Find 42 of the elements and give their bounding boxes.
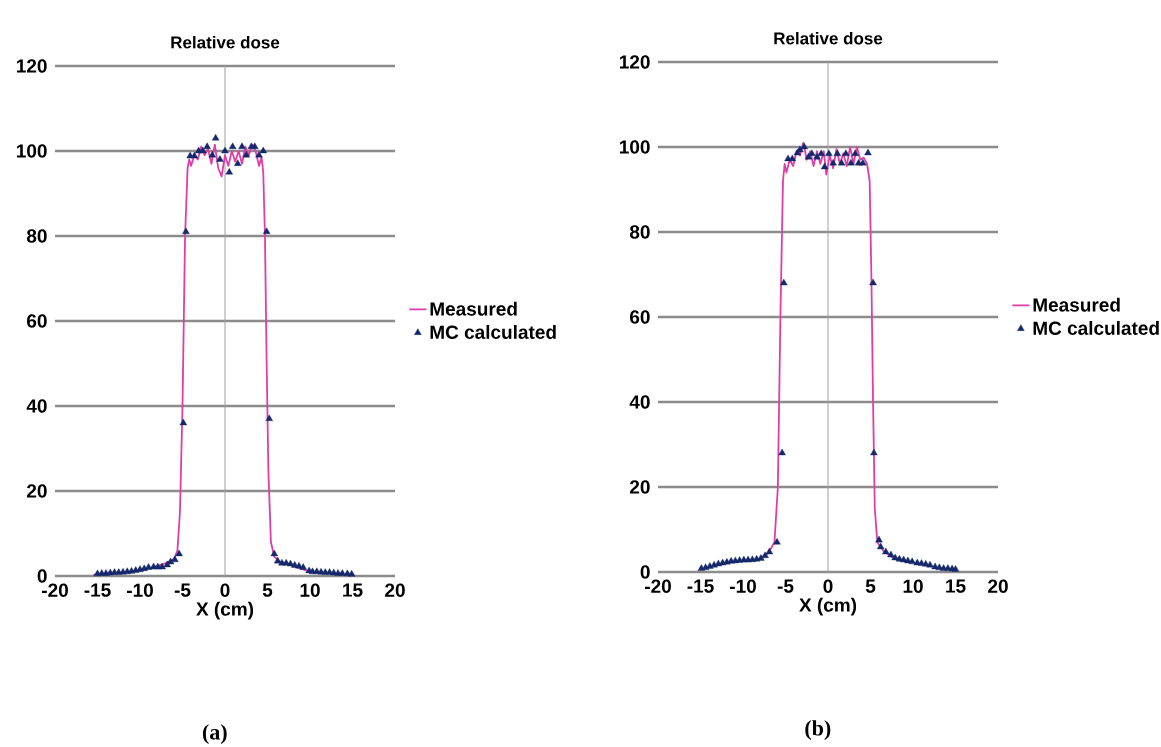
y-tick-label: 60 [27,314,47,328]
y-tick-label: 100 [619,140,650,154]
y-tick-label: 20 [630,480,650,494]
x-tick-label: 20 [385,583,405,597]
y-tick-label: 40 [629,395,650,409]
x-tick-label: 5 [865,579,876,593]
x-tick-label: -15 [84,583,111,597]
y-tick-label: 0 [640,565,650,579]
text: (a) [202,724,227,745]
x-tick-label: -10 [730,579,756,593]
x-tick-label: 10 [903,579,923,593]
x-tick-label: -5 [174,583,191,597]
x-tick-label: -15 [687,579,714,593]
y-tick-label: 80 [629,225,650,239]
y-tick-label: 80 [26,229,47,243]
y-tick-label: 0 [37,569,47,583]
y-tick-label: 120 [619,55,650,69]
y-tick-label: 120 [16,59,47,73]
legend-label: MC calculated [1033,321,1159,335]
legend-label: Measured [430,301,517,316]
chart-title: Relative dose [774,31,883,45]
x-tick-label: -5 [777,579,794,593]
y-tick-label: 60 [630,310,650,324]
x-tick-label: 0 [823,579,833,593]
legend-label: Measured [1033,297,1120,312]
x-tick-label: 15 [343,583,363,597]
x-tick-label: 15 [946,579,966,593]
x-axis-title: X (cm) [196,601,254,620]
x-tick-label: -10 [127,583,153,597]
chart-title: Relative dose [171,35,280,49]
legend-label: MC calculated [430,325,556,339]
x-tick-label: -20 [42,583,68,597]
y-tick-label: 100 [16,144,47,158]
text: (b) [805,720,831,741]
x-tick-label: 5 [262,583,273,597]
x-tick-label: 20 [988,579,1008,593]
x-tick-label: 0 [220,583,230,597]
x-tick-label: 10 [300,583,320,597]
x-tick-label: -20 [645,579,671,593]
x-axis-title: X (cm) [799,597,857,616]
y-tick-label: 40 [26,399,47,413]
y-tick-label: 20 [26,484,47,498]
